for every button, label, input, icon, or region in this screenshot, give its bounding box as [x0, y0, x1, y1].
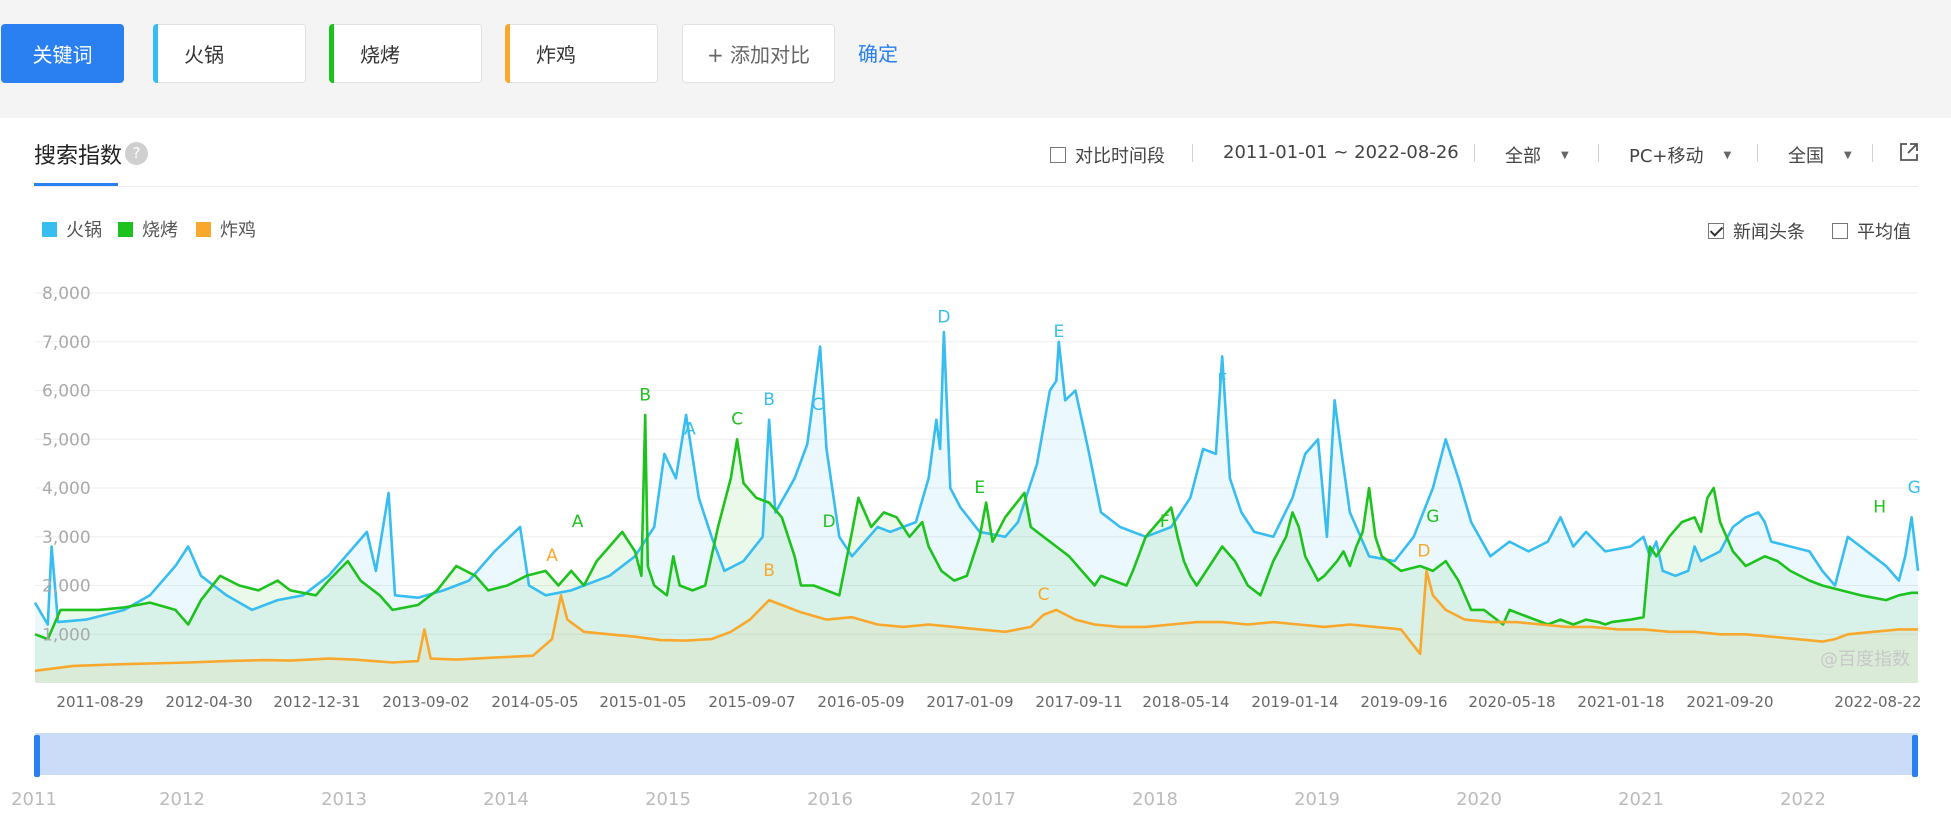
caret-down-icon: ▼ [1723, 149, 1732, 161]
keyword-hotpot[interactable]: 火锅 [153, 24, 306, 83]
legend-label: 烧烤 [142, 220, 178, 241]
checkbox-checked-icon[interactable] [1708, 223, 1724, 239]
active-tab-indicator [34, 183, 118, 186]
compare-period-toggle[interactable]: 对比时间段 [1050, 142, 1165, 168]
external-link-icon[interactable] [1898, 141, 1920, 163]
device-dropdown[interactable]: PC+移动 ▼ [1629, 142, 1731, 168]
legend-swatch [196, 221, 211, 237]
checkbox-icon[interactable] [1832, 223, 1848, 239]
separator [1474, 144, 1475, 162]
device-value: PC+移动 [1629, 146, 1704, 167]
help-icon[interactable]: ? [125, 142, 148, 165]
confirm-link[interactable]: 确定 [858, 42, 898, 66]
region-dropdown[interactable]: 全国 ▼ [1788, 142, 1852, 168]
separator [1757, 144, 1758, 162]
legend-item-fried-chicken[interactable]: 炸鸡 [196, 216, 256, 242]
source-dropdown[interactable]: 全部 ▼ [1505, 142, 1569, 168]
caret-down-icon: ▼ [1561, 149, 1569, 161]
keyword-color-bar [153, 24, 158, 83]
region-value: 全国 [1788, 146, 1824, 167]
keyword-toolbar: 关键词 火锅 烧烤 炸鸡 + 添加对比 确定 [0, 0, 1951, 118]
compare-period-label: 对比时间段 [1075, 146, 1165, 167]
legend-swatch [118, 221, 133, 237]
keyword-tab-button[interactable]: 关键词 [1, 24, 124, 83]
separator [1192, 144, 1193, 162]
keyword-label: 火锅 [184, 43, 224, 67]
search-index-panel [0, 118, 1951, 818]
separator [1872, 144, 1873, 162]
keyword-color-bar [505, 24, 510, 83]
keyword-color-bar [329, 24, 334, 83]
legend-item-bbq[interactable]: 烧烤 [118, 216, 178, 242]
date-range-picker[interactable]: 2011-01-01 ~ 2022-08-26 [1223, 142, 1459, 163]
panel-title[interactable]: 搜索指数 [34, 144, 123, 169]
legend-label: 炸鸡 [220, 220, 256, 241]
average-label: 平均值 [1857, 222, 1911, 243]
caret-down-icon: ▼ [1844, 149, 1852, 161]
source-value: 全部 [1505, 146, 1541, 167]
keyword-fried-chicken[interactable]: 炸鸡 [505, 24, 658, 83]
legend-swatch [42, 221, 57, 237]
keyword-bbq[interactable]: 烧烤 [329, 24, 482, 83]
keyword-label: 炸鸡 [536, 43, 576, 67]
separator [1598, 144, 1599, 162]
add-compare-button[interactable]: + 添加对比 [682, 24, 835, 83]
checkbox-icon[interactable] [1050, 147, 1066, 163]
average-toggle[interactable]: 平均值 [1832, 218, 1911, 244]
keyword-label: 烧烤 [360, 43, 400, 67]
date-range-text: 2011-01-01 ~ 2022-08-26 [1223, 142, 1459, 163]
news-toggle[interactable]: 新闻头条 [1708, 218, 1805, 244]
news-label: 新闻头条 [1733, 222, 1805, 243]
legend-label: 火锅 [66, 220, 102, 241]
header-divider [34, 186, 1918, 187]
legend-item-hotpot[interactable]: 火锅 [42, 216, 102, 242]
